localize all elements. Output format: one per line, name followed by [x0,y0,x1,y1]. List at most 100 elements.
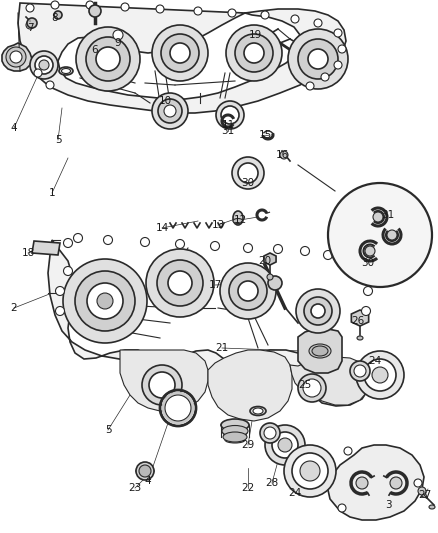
Circle shape [228,9,236,17]
Circle shape [26,4,34,12]
Ellipse shape [357,336,363,340]
Circle shape [356,477,368,489]
Ellipse shape [59,67,73,75]
Circle shape [170,43,190,63]
Circle shape [152,25,208,81]
Text: 5: 5 [105,425,111,435]
Circle shape [64,238,73,247]
Circle shape [232,157,264,189]
Text: 17: 17 [208,280,222,290]
Text: 12: 12 [233,215,247,225]
Circle shape [354,365,366,377]
Circle shape [265,425,305,465]
Text: 4: 4 [145,476,151,486]
Text: 18: 18 [21,248,35,258]
Polygon shape [48,240,370,406]
Circle shape [280,151,288,159]
Text: 5: 5 [55,135,61,145]
Text: 24: 24 [288,488,302,498]
Circle shape [46,81,54,89]
Circle shape [74,233,82,243]
Text: 31: 31 [381,210,395,220]
Circle shape [113,30,123,40]
Text: 11: 11 [221,120,235,130]
Circle shape [211,241,219,251]
Circle shape [51,1,59,9]
Circle shape [54,11,62,19]
Circle shape [338,504,346,512]
Circle shape [34,69,42,77]
Circle shape [338,45,346,53]
Circle shape [165,395,191,421]
Text: 29: 29 [241,440,254,450]
Circle shape [372,367,388,383]
Text: 31: 31 [221,126,235,136]
Text: 22: 22 [241,483,254,493]
Circle shape [97,293,113,309]
Polygon shape [328,445,424,520]
Circle shape [30,51,58,79]
Circle shape [139,465,151,477]
Text: 20: 20 [258,256,272,266]
Circle shape [298,374,326,402]
Ellipse shape [253,408,263,414]
Ellipse shape [233,219,243,223]
Circle shape [346,256,354,265]
Circle shape [26,21,34,29]
Text: 28: 28 [265,478,279,488]
Circle shape [364,359,396,391]
Circle shape [298,39,338,79]
Circle shape [261,11,269,19]
Circle shape [152,93,188,129]
Circle shape [292,453,328,489]
Circle shape [176,239,184,248]
Circle shape [121,3,129,11]
Text: 1: 1 [49,188,55,198]
Circle shape [365,246,375,256]
Circle shape [390,477,402,489]
Circle shape [216,101,244,129]
Circle shape [103,236,113,245]
Circle shape [39,60,49,70]
Polygon shape [290,357,370,405]
Circle shape [264,427,276,439]
Text: 4: 4 [11,123,18,133]
Circle shape [238,281,258,301]
Circle shape [238,163,258,183]
Text: 7: 7 [27,23,33,33]
Circle shape [136,462,154,480]
Ellipse shape [225,437,245,443]
Circle shape [89,5,101,17]
Ellipse shape [233,211,243,225]
Ellipse shape [223,432,247,442]
Circle shape [272,432,298,458]
Circle shape [300,461,320,481]
Circle shape [168,271,192,295]
Text: 30: 30 [361,258,374,268]
Text: 10: 10 [159,96,172,106]
Circle shape [314,19,322,27]
Circle shape [308,49,328,69]
Circle shape [141,238,149,246]
Circle shape [360,269,368,278]
Circle shape [321,73,329,81]
Circle shape [364,287,372,295]
Circle shape [244,244,252,253]
Circle shape [300,246,310,255]
Circle shape [268,276,282,290]
Circle shape [303,379,321,397]
Circle shape [157,260,203,306]
Circle shape [146,249,214,317]
Polygon shape [351,310,369,326]
Circle shape [162,392,194,424]
Text: 8: 8 [52,13,58,23]
Circle shape [387,230,397,240]
Circle shape [56,306,64,316]
Circle shape [296,289,340,333]
Circle shape [414,479,422,487]
Text: 24: 24 [368,356,381,366]
Ellipse shape [223,430,247,437]
Circle shape [328,183,432,287]
Text: 9: 9 [115,38,121,48]
Text: 21: 21 [215,343,229,353]
